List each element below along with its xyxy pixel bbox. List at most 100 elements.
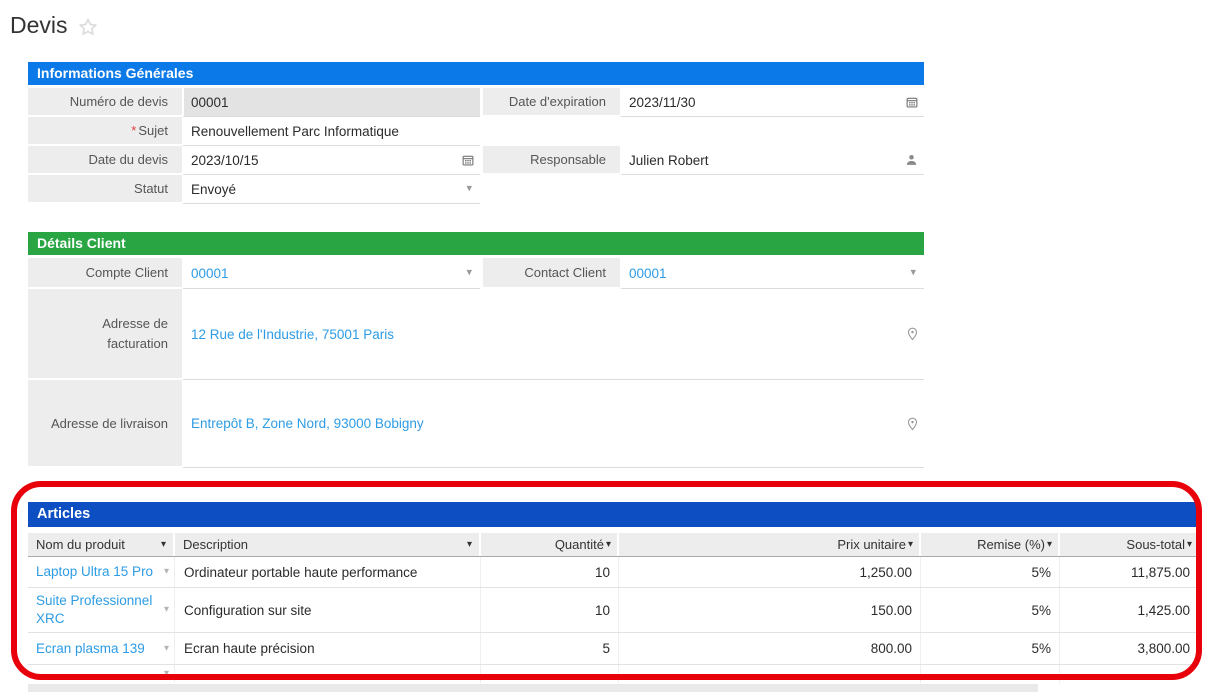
field-value-responsable[interactable]: Julien Robert [620, 146, 924, 175]
general-fields-grid: Numéro de devis 00001 Date d'expiration … [28, 88, 924, 204]
description-cell: Configuration sur site [175, 588, 481, 632]
column-header-description[interactable]: Description ▾ [175, 533, 481, 556]
product-cell[interactable]: Suite Professionnel XRC ▾ [28, 588, 175, 632]
product-cell[interactable]: Ecran plasma 139 ▾ [28, 633, 175, 664]
date-devis-value-text: 2023/10/15 [191, 152, 259, 168]
discount-cell: 5% [921, 557, 1060, 587]
livraison-label-text: Adresse de livraison [50, 415, 168, 431]
product-link[interactable]: Ecran plasma 139 [36, 640, 145, 656]
empty-cell [483, 175, 620, 204]
empty-cell [481, 665, 619, 683]
subtotal-cell: 3,800.00 [1137, 641, 1190, 656]
caret-down-icon[interactable]: ▾ [163, 566, 169, 577]
caret-down-icon[interactable]: ▾ [163, 642, 169, 654]
field-value-contact-client[interactable]: 00001 ▾ [620, 258, 924, 289]
sort-caret-icon[interactable]: ▾ [466, 539, 472, 550]
field-value-sujet[interactable]: Renouvellement Parc Informatique [182, 117, 480, 146]
product-link[interactable]: Laptop Ultra 15 Pro [36, 564, 154, 579]
quantity-cell: 10 [481, 588, 619, 632]
client-fields-grid: Compte Client 00001 ▾ Contact Client 000… [28, 258, 924, 289]
column-header-discount[interactable]: Remise (%) ▾ [921, 533, 1060, 556]
product-link[interactable]: Suite Professionnel XRC [36, 593, 153, 626]
numero-value-text: 00001 [191, 94, 229, 110]
column-header-quantity[interactable]: Quantité ▾ [481, 533, 619, 556]
column-header-label: Sous-total [1126, 537, 1185, 552]
chevron-down-icon[interactable]: ▾ [910, 266, 916, 279]
facturation-label-text: Adresse de facturation [102, 315, 168, 351]
article-row: Ecran plasma 139 ▾ Ecran haute précision… [28, 633, 1198, 665]
unit-price-cell: 1,250.00 [619, 557, 921, 587]
adresse-facturation-link[interactable]: 12 Rue de l'Industrie, 75001 Paris [191, 326, 394, 342]
field-label-sujet: * Sujet [28, 117, 182, 146]
subtotal-cell: 1,425.00 [1137, 602, 1190, 618]
field-label-statut: Statut [28, 175, 182, 204]
section-header-general: Informations Générales [28, 62, 924, 85]
chevron-down-icon[interactable]: ▾ [466, 182, 472, 195]
required-marker: * [131, 123, 137, 138]
empty-cell [619, 665, 921, 683]
person-icon [905, 154, 918, 167]
sort-caret-icon[interactable]: ▾ [1186, 539, 1192, 550]
article-row: Suite Professionnel XRC ▾ Configuration … [28, 588, 1198, 633]
field-label-date-expiration: Date d'expiration [483, 88, 620, 117]
field-label-responsable: Responsable [483, 146, 620, 175]
field-value-date-du-devis[interactable]: 2023/10/15 [182, 146, 480, 175]
field-value-statut[interactable]: Envoyé ▾ [182, 175, 480, 204]
sujet-label-text: Sujet [138, 123, 168, 138]
column-header-label: Remise (%) [977, 537, 1045, 552]
column-header-label: Prix unitaire [837, 537, 906, 552]
favorite-star-icon[interactable] [78, 17, 98, 37]
section-header-articles: Articles [28, 502, 1198, 527]
product-cell[interactable]: Laptop Ultra 15 Pro ▾ [28, 557, 175, 587]
column-header-product[interactable]: Nom du produit ▾ [28, 533, 175, 556]
field-label-compte-client: Compte Client [28, 258, 182, 289]
caret-down-icon[interactable]: ▾ [163, 604, 169, 615]
field-label-numero-de-devis: Numéro de devis [28, 88, 182, 117]
responsable-value-text: Julien Robert [629, 152, 709, 168]
field-value-adresse-livraison[interactable]: Entrepôt B, Zone Nord, 93000 Bobigny [182, 380, 924, 468]
field-value-compte-client[interactable]: 00001 ▾ [182, 258, 480, 289]
compte-client-link[interactable]: 00001 [191, 265, 229, 281]
empty-cell [483, 117, 620, 146]
statut-value-text: Envoyé [191, 181, 237, 197]
address-rows: Adresse de facturation 12 Rue de l'Indus… [28, 289, 924, 468]
discount-cell: 5% [921, 588, 1060, 632]
column-header-subtotal[interactable]: Sous-total ▾ [1060, 533, 1198, 556]
calendar-icon [906, 96, 918, 108]
description-cell: Ecran haute précision [175, 633, 481, 664]
field-value-numero-de-devis[interactable]: 00001 [182, 88, 480, 117]
map-pin-icon [907, 327, 918, 341]
quantity-cell: 5 [481, 633, 619, 664]
column-header-label: Description [183, 537, 249, 552]
empty-cell [620, 175, 924, 204]
sujet-value-text: Renouvellement Parc Informatique [191, 123, 399, 139]
section-details-client: Détails Client Compte Client 00001 ▾ Con… [28, 232, 924, 468]
page-header: Devis [10, 10, 98, 40]
articles-table-header: Nom du produit ▾ Description ▾ Quantité … [28, 533, 1198, 557]
adresse-livraison-link[interactable]: Entrepôt B, Zone Nord, 93000 Bobigny [191, 416, 424, 431]
field-value-adresse-facturation[interactable]: 12 Rue de l'Industrie, 75001 Paris [182, 289, 924, 380]
empty-cell [1060, 665, 1198, 683]
unit-price-cell: 150.00 [619, 588, 921, 632]
section-articles: Articles Nom du produit ▾ Description ▾ … [28, 502, 1198, 683]
calendar-icon [462, 154, 474, 166]
chevron-down-icon[interactable]: ▾ [466, 266, 472, 279]
discount-cell: 5% [921, 633, 1060, 664]
contact-client-link[interactable]: 00001 [629, 265, 667, 281]
sort-caret-icon[interactable]: ▾ [1046, 539, 1052, 550]
quantity-cell: 10 [481, 557, 619, 587]
product-cell-empty[interactable]: ▾ [28, 665, 175, 683]
field-value-date-expiration[interactable]: 2023/11/30 [620, 88, 924, 117]
field-label-adresse-facturation: Adresse de facturation [28, 289, 182, 380]
sort-caret-icon[interactable]: ▾ [605, 539, 611, 550]
sort-caret-icon[interactable]: ▾ [907, 539, 913, 550]
empty-cell [620, 117, 924, 146]
field-label-adresse-livraison: Adresse de livraison [28, 380, 182, 468]
map-pin-icon [907, 417, 918, 431]
column-header-label: Quantité [554, 537, 604, 552]
empty-cell [921, 665, 1060, 683]
caret-down-icon[interactable]: ▾ [163, 668, 169, 679]
sort-caret-icon[interactable]: ▾ [160, 539, 166, 550]
expiration-value-text: 2023/11/30 [629, 94, 696, 110]
column-header-unit-price[interactable]: Prix unitaire ▾ [619, 533, 921, 556]
